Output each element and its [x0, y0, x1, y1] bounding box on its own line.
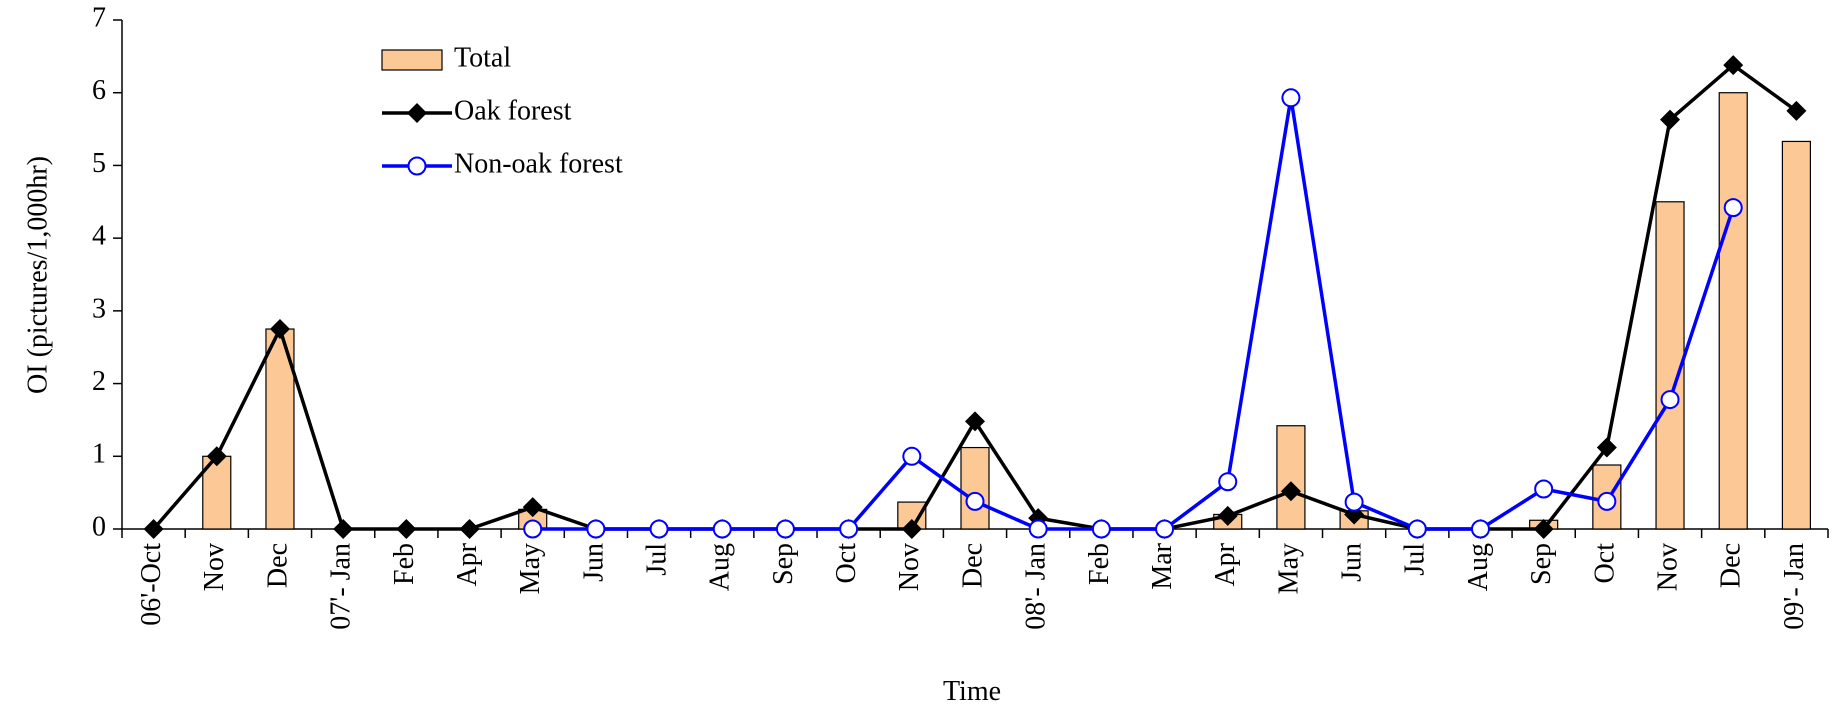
x-tick-label: 08'- Jan: [1021, 543, 1052, 630]
marker: [1217, 505, 1238, 526]
legend-marker: [407, 156, 427, 176]
x-tick-label: Aug: [705, 543, 736, 591]
legend-marker: [407, 103, 427, 123]
x-tick-label: Apr: [452, 542, 483, 586]
bar: [1781, 140, 1812, 530]
marker: [1470, 519, 1490, 539]
x-axis-label: Time: [943, 676, 1001, 707]
marker: [1407, 519, 1427, 539]
marker: [1723, 198, 1743, 218]
marker: [965, 411, 985, 432]
marker: [269, 319, 290, 340]
y-tick-label: 6: [92, 75, 106, 106]
y-axis-label: OI (pictures/1,000hr): [22, 156, 53, 394]
marker: [965, 491, 985, 511]
x-tick-label: Nov: [199, 543, 230, 591]
marker: [1534, 479, 1554, 499]
x-tick-label: May: [1273, 543, 1304, 594]
marker: [459, 519, 480, 539]
y-tick-label: 1: [92, 439, 106, 470]
x-tick-label: Apr: [1210, 542, 1241, 586]
x-tick-label: Sep: [1526, 543, 1557, 585]
bar: [1276, 425, 1306, 530]
legend-label: Non-oak forest: [454, 148, 623, 179]
marker: [1028, 519, 1048, 539]
marker: [1155, 519, 1175, 539]
x-tick-label: Dec: [957, 543, 988, 588]
x-tick-label: Aug: [1463, 543, 1494, 591]
marker: [1596, 437, 1617, 458]
marker: [1660, 109, 1681, 130]
marker: [902, 446, 922, 466]
y-tick-label: 7: [92, 2, 106, 33]
x-tick-label: May: [515, 543, 546, 594]
x-tick-label: Feb: [1084, 543, 1115, 585]
marker: [522, 497, 543, 518]
marker: [1660, 390, 1680, 410]
marker: [333, 519, 354, 539]
x-tick-label: Dec: [1716, 543, 1747, 588]
marker: [143, 519, 164, 539]
x-tick-label: Oct: [831, 543, 862, 584]
marker: [1091, 519, 1111, 539]
y-tick-label: 5: [92, 148, 106, 179]
x-tick-label: Jul: [641, 543, 672, 576]
x-tick-label: Jun: [578, 543, 609, 582]
line: [532, 97, 1735, 531]
marker: [1786, 100, 1807, 121]
x-tick-label: Jun: [1337, 543, 1368, 582]
x-tick-label: Oct: [1589, 543, 1620, 584]
marker: [1597, 491, 1617, 511]
bar: [960, 446, 990, 530]
marker: [1723, 55, 1744, 76]
marker: [1344, 492, 1364, 512]
x-tick-label: Mar: [1147, 542, 1178, 589]
marker: [649, 519, 669, 539]
x-tick-label: Jul: [1400, 543, 1431, 576]
marker: [206, 446, 227, 467]
x-tick-label: 06'-Oct: [136, 543, 167, 626]
y-tick-label: 2: [92, 366, 106, 397]
y-tick-label: 0: [92, 511, 106, 542]
x-tick-label: Sep: [768, 543, 799, 585]
marker: [775, 519, 795, 539]
bar: [1718, 92, 1748, 530]
marker: [1281, 88, 1301, 108]
x-tick-label: 07'- Jan: [326, 543, 357, 630]
marker: [901, 519, 922, 539]
marker: [839, 519, 859, 539]
marker: [712, 519, 732, 539]
x-tick-label: 09'- Jan: [1779, 543, 1810, 630]
legend-label: Oak forest: [454, 95, 572, 126]
legend-label: Total: [454, 42, 511, 73]
marker: [396, 519, 417, 539]
y-tick-label: 3: [92, 293, 106, 324]
bar: [1655, 201, 1685, 530]
marker: [523, 519, 543, 539]
marker: [1218, 472, 1238, 492]
x-tick-label: Dec: [262, 543, 293, 588]
marker: [1280, 481, 1301, 502]
x-tick-label: Nov: [1652, 543, 1683, 591]
y-tick-label: 4: [92, 221, 106, 252]
x-tick-label: Nov: [894, 543, 925, 591]
x-tick-label: Feb: [389, 543, 420, 585]
marker: [586, 519, 606, 539]
marker: [1533, 519, 1554, 539]
legend-swatch: [381, 49, 443, 71]
